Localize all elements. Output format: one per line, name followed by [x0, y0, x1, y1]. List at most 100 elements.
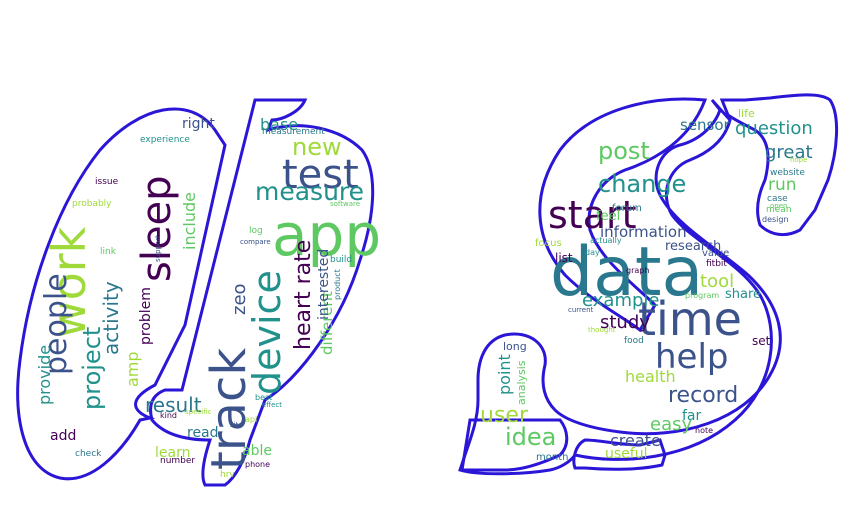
word: create [610, 431, 661, 450]
word: different [318, 291, 336, 355]
word: great [765, 142, 813, 163]
s-lower-outline [572, 438, 667, 471]
word: provide [35, 345, 54, 405]
word: graph [626, 266, 649, 275]
word: research [665, 239, 721, 254]
word: start [548, 193, 637, 237]
word: check [75, 449, 102, 459]
word: phone [245, 460, 270, 469]
word: include [180, 192, 199, 250]
s-left-foot-outline [460, 418, 569, 472]
word: focus [535, 238, 562, 249]
word: test [282, 152, 359, 198]
word: new [292, 133, 342, 161]
word: user [480, 403, 529, 428]
word: analysis [515, 360, 528, 405]
s-main-outline [458, 98, 782, 476]
word: health [625, 367, 676, 386]
s-top-outline [538, 97, 708, 333]
word: app [272, 201, 381, 269]
word: sensor [680, 116, 731, 134]
word: hope [790, 156, 807, 164]
word: project [78, 327, 106, 410]
q-bowl-outline [16, 107, 227, 481]
word: help [655, 337, 729, 377]
word: feel [596, 209, 620, 224]
word: experience [140, 135, 190, 145]
word: api [245, 415, 257, 424]
word: thought [588, 326, 616, 334]
word: learn [155, 445, 190, 461]
word: add [50, 428, 76, 444]
word: value [702, 248, 729, 259]
word: set [752, 334, 771, 348]
word: study [600, 312, 650, 333]
word: result [145, 393, 202, 417]
word: link [100, 247, 117, 257]
word: software [330, 200, 360, 208]
word: information [600, 223, 687, 241]
word: long [503, 340, 527, 353]
s-upper-right-outline [719, 93, 838, 237]
word: heart rate [291, 240, 316, 350]
word: current [568, 306, 594, 314]
word: food [624, 336, 644, 346]
word: probably [72, 199, 112, 209]
word: number [160, 456, 195, 466]
word: life [738, 107, 755, 120]
word: track [201, 348, 257, 470]
word: point [495, 354, 514, 395]
word: hrv [220, 470, 235, 480]
word: right [182, 116, 215, 132]
word: read [187, 425, 219, 441]
word: compare [240, 238, 271, 246]
word: measurement [262, 127, 325, 137]
word: able [242, 443, 272, 459]
word: zeo [229, 283, 250, 315]
word: open [770, 202, 787, 210]
word: amp [123, 351, 142, 387]
word: forum [612, 203, 642, 214]
word: share [725, 287, 761, 302]
word: program [685, 291, 719, 300]
word: change [598, 170, 686, 198]
word: post [598, 137, 650, 165]
word: issue [95, 177, 119, 187]
word: work [42, 226, 96, 338]
word: useful [605, 446, 647, 462]
word: data [550, 233, 703, 312]
word: time [638, 292, 742, 346]
word: fitbit [706, 259, 727, 269]
word: interested [316, 249, 332, 320]
word: tool [700, 271, 734, 292]
word: actually [590, 236, 622, 245]
word: mean [766, 205, 792, 215]
word: run [768, 175, 797, 195]
word: list [555, 251, 573, 265]
word: specific [185, 408, 212, 416]
word: device [245, 270, 289, 395]
word: product [333, 269, 342, 300]
word: support [154, 235, 162, 262]
word: design [762, 215, 789, 224]
word: best [255, 393, 272, 402]
q-stem-outline [149, 98, 375, 487]
word: base [260, 115, 298, 134]
word: measure [255, 177, 364, 206]
word: kind [160, 411, 177, 420]
word: note [695, 426, 713, 435]
word: people [39, 273, 74, 375]
word: idea [505, 423, 556, 451]
word: problem [138, 287, 154, 345]
word: day [585, 248, 600, 257]
word: case [767, 194, 788, 204]
word: month [536, 452, 568, 463]
word: example [582, 290, 659, 311]
word: website [770, 168, 805, 178]
word: record [668, 383, 738, 408]
word: activity [99, 281, 123, 355]
word: log [249, 226, 263, 236]
word: build [330, 255, 352, 265]
word: question [735, 118, 813, 139]
